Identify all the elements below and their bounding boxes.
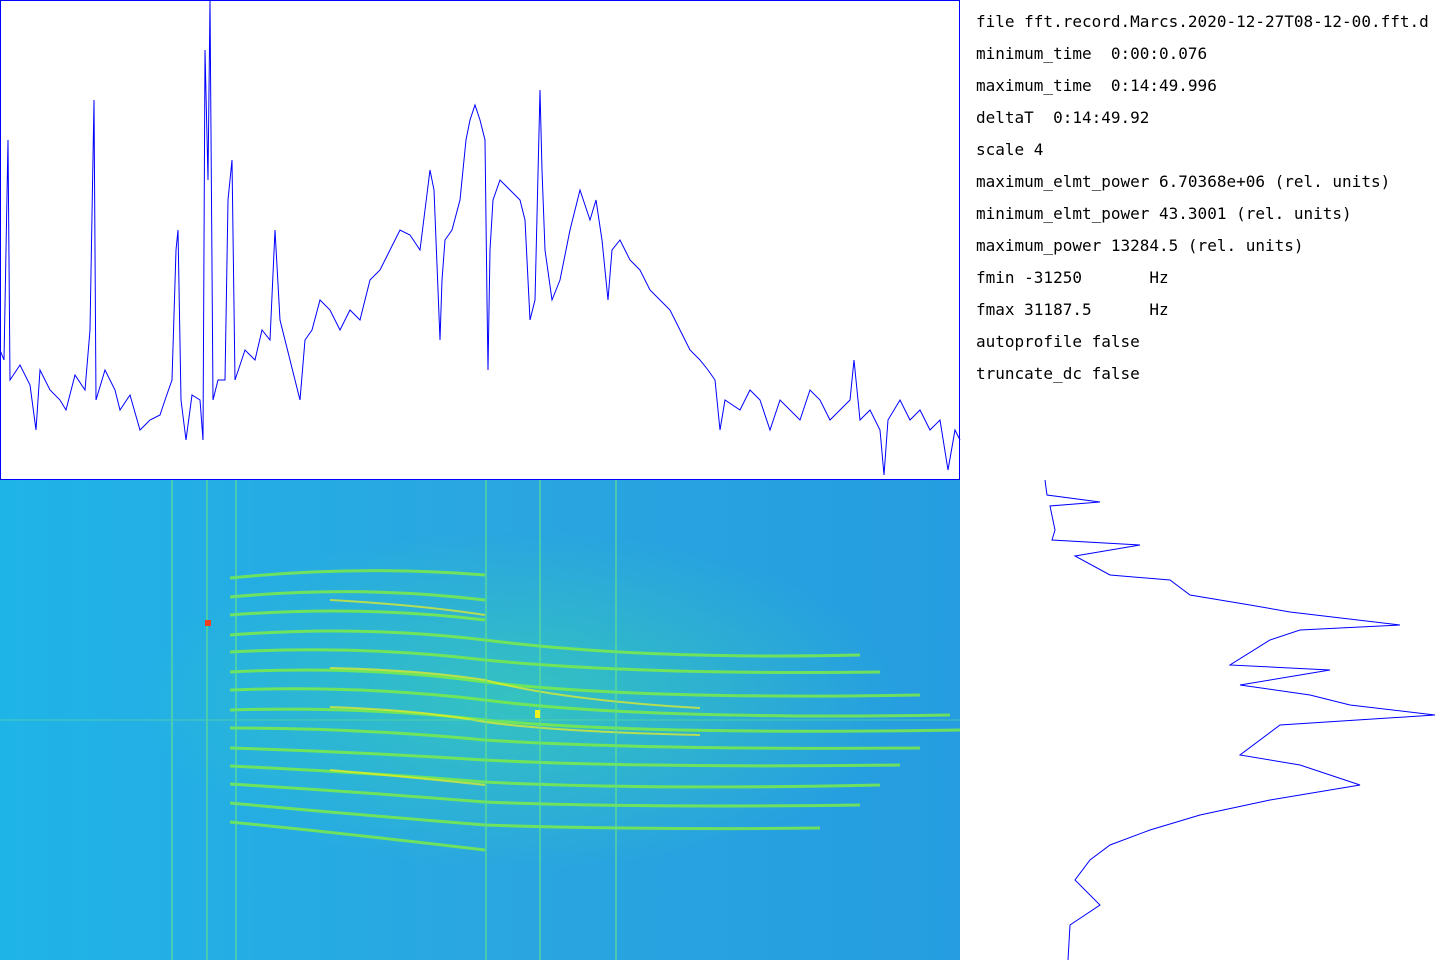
info-line: scale 4	[976, 140, 1044, 159]
info-line: deltaT 0:14:49.92	[976, 108, 1150, 127]
info-panel: file fft.record.Marcs.2020-12-27T08-12-0…	[976, 6, 1440, 406]
info-line: truncate_dc false	[976, 364, 1140, 383]
spectrogram	[0, 480, 961, 960]
info-line: fmin -31250 Hz	[976, 268, 1169, 287]
info-line: minimum_time 0:00:0.076	[976, 44, 1208, 63]
info-line: maximum_power 13284.5 (rel. units)	[976, 236, 1304, 255]
info-line: file fft.record.Marcs.2020-12-27T08-12-0…	[976, 12, 1429, 31]
info-line: minimum_elmt_power 43.3001 (rel. units)	[976, 204, 1352, 223]
info-line: autoprofile false	[976, 332, 1140, 351]
info-line: maximum_elmt_power 6.70368e+06 (rel. uni…	[976, 172, 1391, 191]
info-line: fmax 31187.5 Hz	[976, 300, 1169, 319]
time-profile	[1044, 479, 1436, 960]
profile-frame	[0, 0, 960, 480]
frequency-profile	[0, 0, 961, 476]
info-line: maximum_time 0:14:49.996	[976, 76, 1217, 95]
